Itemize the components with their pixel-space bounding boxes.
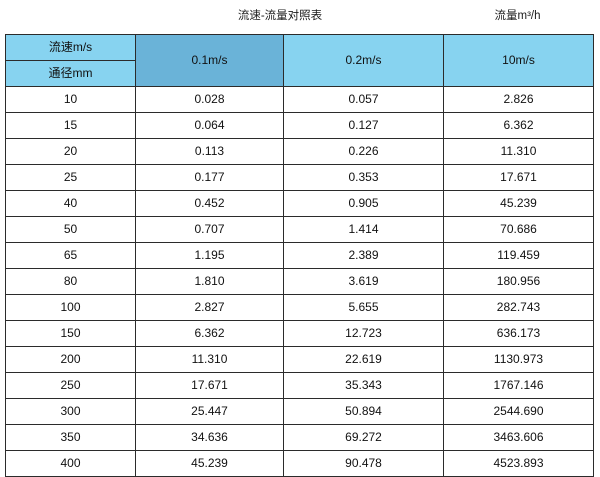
- cell-flow-10ms: 70.686: [443, 216, 594, 243]
- cell-flow-0_1ms: 0.064: [135, 112, 284, 139]
- cell-flow-0_2ms: 3.619: [283, 268, 444, 295]
- table-row: 400 45.239 90.478 4523.893: [5, 450, 594, 477]
- cell-diameter: 15: [5, 112, 136, 139]
- table-row: 150 6.362 12.723 636.173: [5, 320, 594, 347]
- table-row: 200 11.310 22.619 1130.973: [5, 346, 594, 373]
- cell-flow-0_2ms: 0.905: [283, 190, 444, 217]
- cell-flow-0_1ms: 17.671: [135, 372, 284, 399]
- cell-flow-10ms: 6.362: [443, 112, 594, 139]
- cell-diameter: 100: [5, 294, 136, 321]
- cell-flow-0_1ms: 1.195: [135, 242, 284, 269]
- cell-flow-0_2ms: 12.723: [283, 320, 444, 347]
- cell-diameter: 20: [5, 138, 136, 165]
- table-header-row-bottom: 通径mm: [5, 60, 594, 87]
- cell-flow-10ms: 636.173: [443, 320, 594, 347]
- cell-flow-0_1ms: 25.447: [135, 398, 284, 425]
- cell-flow-0_2ms: 50.894: [283, 398, 444, 425]
- cell-flow-0_1ms: 0.113: [135, 138, 284, 165]
- cell-flow-0_1ms: 1.810: [135, 268, 284, 295]
- cell-flow-0_2ms: 0.057: [283, 86, 444, 113]
- cell-flow-10ms: 45.239: [443, 190, 594, 217]
- cell-diameter: 25: [5, 164, 136, 191]
- cell-flow-0_2ms: 22.619: [283, 346, 444, 373]
- cell-flow-0_2ms: 5.655: [283, 294, 444, 321]
- flow-velocity-table-container: 流速m/s 0.1m/s 0.2m/s 10m/s 通径mm 10 0.028 0.057 2.…: [5, 34, 594, 477]
- table-row: 300 25.447 50.894 2544.690: [5, 398, 594, 425]
- cell-flow-0_2ms: 90.478: [283, 450, 444, 477]
- cell-flow-10ms: 1130.973: [443, 346, 594, 373]
- cell-flow-10ms: 3463.606: [443, 424, 594, 451]
- table-row: 15 0.064 0.127 6.362: [5, 112, 594, 139]
- flow-velocity-table: 流速m/s 0.1m/s 0.2m/s 10m/s 通径mm 10 0.028 0.057 2.…: [5, 34, 594, 477]
- cell-flow-10ms: 119.459: [443, 242, 594, 269]
- header-velocity-label: 流速m/s: [5, 34, 136, 61]
- cell-flow-0_1ms: 2.827: [135, 294, 284, 321]
- cell-flow-10ms: 180.956: [443, 268, 594, 295]
- cell-flow-10ms: 2.826: [443, 86, 594, 113]
- cell-flow-0_1ms: 6.362: [135, 320, 284, 347]
- cell-flow-0_2ms: 69.272: [283, 424, 444, 451]
- cell-flow-0_1ms: 45.239: [135, 450, 284, 477]
- cell-flow-0_2ms: 0.226: [283, 138, 444, 165]
- column-header-2[interactable]: 0.2m/s: [283, 34, 444, 87]
- cell-diameter: 65: [5, 242, 136, 269]
- cell-flow-0_1ms: 34.636: [135, 424, 284, 451]
- page-title: 流速-流量对照表: [237, 10, 323, 22]
- table-row: 250 17.671 35.343 1767.146: [5, 372, 594, 399]
- cell-flow-10ms: 2544.690: [443, 398, 594, 425]
- cell-diameter: 300: [5, 398, 136, 425]
- cell-flow-0_2ms: 1.414: [283, 216, 444, 243]
- table-row: 65 1.195 2.389 119.459: [5, 242, 594, 269]
- cell-diameter: 10: [5, 86, 136, 113]
- cell-flow-10ms: 1767.146: [443, 372, 594, 399]
- table-row: 10 0.028 0.057 2.826: [5, 86, 594, 113]
- cell-flow-0_1ms: 0.028: [135, 86, 284, 113]
- cell-diameter: 250: [5, 372, 136, 399]
- flow-unit-title: 流量m³/h: [494, 10, 541, 22]
- table-row: 350 34.636 69.272 3463.606: [5, 424, 594, 451]
- table-row: 50 0.707 1.414 70.686: [5, 216, 594, 243]
- table-header-row-top: 流速m/s 0.1m/s 0.2m/s 10m/s: [5, 34, 594, 87]
- cell-flow-0_1ms: 11.310: [135, 346, 284, 373]
- table-row: 80 1.810 3.619 180.956: [5, 268, 594, 295]
- column-header-1[interactable]: 0.1m/s: [135, 34, 284, 87]
- table-row: 20 0.113 0.226 11.310: [5, 138, 594, 165]
- cell-diameter: 150: [5, 320, 136, 347]
- cell-flow-10ms: 11.310: [443, 138, 594, 165]
- cell-diameter: 80: [5, 268, 136, 295]
- cell-flow-0_2ms: 0.353: [283, 164, 444, 191]
- cell-diameter: 200: [5, 346, 136, 373]
- cell-flow-0_2ms: 35.343: [283, 372, 444, 399]
- cell-flow-0_2ms: 0.127: [283, 112, 444, 139]
- cell-flow-0_2ms: 2.389: [283, 242, 444, 269]
- table-row: 100 2.827 5.655 282.743: [5, 294, 594, 321]
- cell-diameter: 350: [5, 424, 136, 451]
- column-header-3[interactable]: 10m/s: [443, 34, 594, 87]
- cell-flow-10ms: 4523.893: [443, 450, 594, 477]
- cell-diameter: 50: [5, 216, 136, 243]
- cell-flow-10ms: 282.743: [443, 294, 594, 321]
- cell-flow-0_1ms: 0.707: [135, 216, 284, 243]
- cell-flow-0_1ms: 0.177: [135, 164, 284, 191]
- cell-diameter: 40: [5, 190, 136, 217]
- cell-flow-10ms: 17.671: [443, 164, 594, 191]
- table-row: 25 0.177 0.353 17.671: [5, 164, 594, 191]
- header-diameter-label: 通径mm: [5, 60, 136, 87]
- titles-bar: 流速-流量对照表 流量m³/h: [0, 0, 600, 34]
- cell-flow-0_1ms: 0.452: [135, 190, 284, 217]
- cell-diameter: 400: [5, 450, 136, 477]
- table-row: 40 0.452 0.905 45.239: [5, 190, 594, 217]
